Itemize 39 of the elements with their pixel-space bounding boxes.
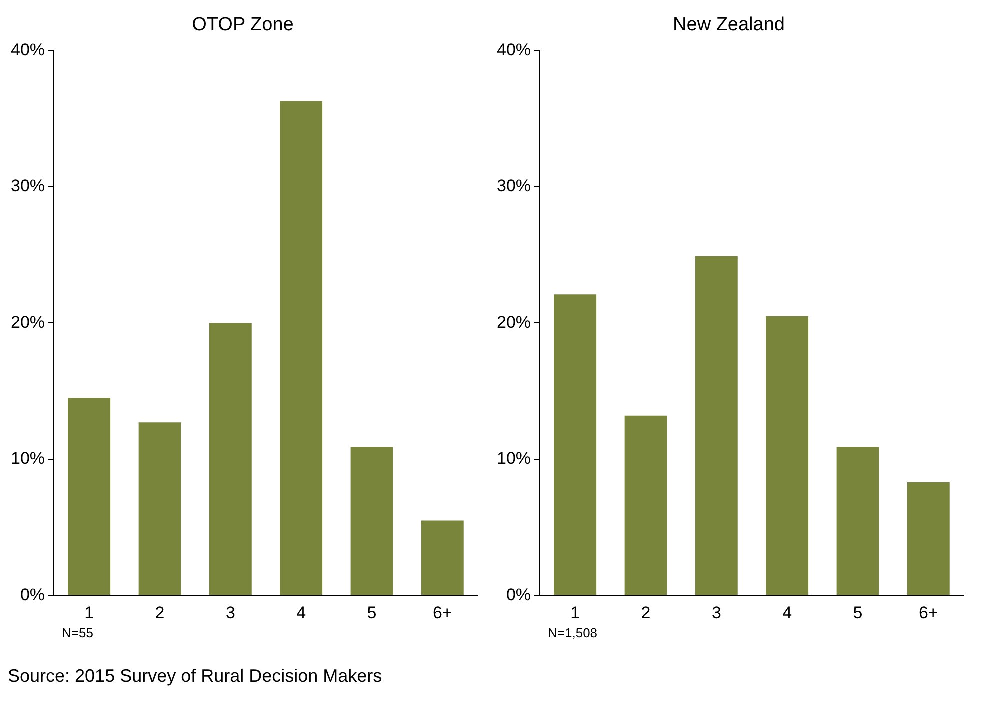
bar xyxy=(766,316,809,596)
source-note: Source: 2015 Survey of Rural Decision Makers xyxy=(8,666,384,687)
y-tick-label: 20% xyxy=(496,312,532,332)
bar xyxy=(209,323,252,596)
bar xyxy=(138,422,182,596)
bar xyxy=(554,294,597,596)
y-tick-label: 30% xyxy=(496,176,532,196)
x-tick-label: 2 xyxy=(155,603,165,622)
x-tick-label: 3 xyxy=(712,603,722,622)
bar xyxy=(907,482,950,596)
x-tick-label: 4 xyxy=(782,603,792,622)
chart-title: New Zealand xyxy=(673,14,785,36)
bar xyxy=(695,256,738,596)
bar xyxy=(624,416,668,596)
x-tick-label: 6+ xyxy=(432,603,452,622)
y-tick-label: 10% xyxy=(496,449,532,468)
x-tick-label: 2 xyxy=(641,603,651,622)
text: N=55 xyxy=(62,626,94,641)
x-tick-label: 3 xyxy=(226,603,236,622)
text: N=1,508 xyxy=(548,626,598,641)
bar xyxy=(68,398,111,596)
x-tick-label: 1 xyxy=(570,603,580,622)
x-tick-label: 6+ xyxy=(918,603,938,622)
y-tick-label: 40% xyxy=(496,40,532,60)
y-tick-label: 0% xyxy=(20,585,46,604)
x-tick-label: 5 xyxy=(367,603,377,622)
y-tick-label: 10% xyxy=(10,449,46,468)
bar xyxy=(280,101,323,596)
x-tick-label: 4 xyxy=(296,603,306,622)
chart-title: OTOP Zone xyxy=(192,14,294,36)
y-tick-label: 0% xyxy=(506,585,532,604)
bar xyxy=(350,447,394,596)
y-tick-label: 20% xyxy=(10,312,46,332)
bar xyxy=(836,447,880,596)
x-tick-label: 5 xyxy=(853,603,863,622)
y-tick-label: 40% xyxy=(10,40,46,60)
x-tick-label: 1 xyxy=(84,603,94,622)
bar xyxy=(421,520,464,596)
y-tick-label: 30% xyxy=(10,176,46,196)
